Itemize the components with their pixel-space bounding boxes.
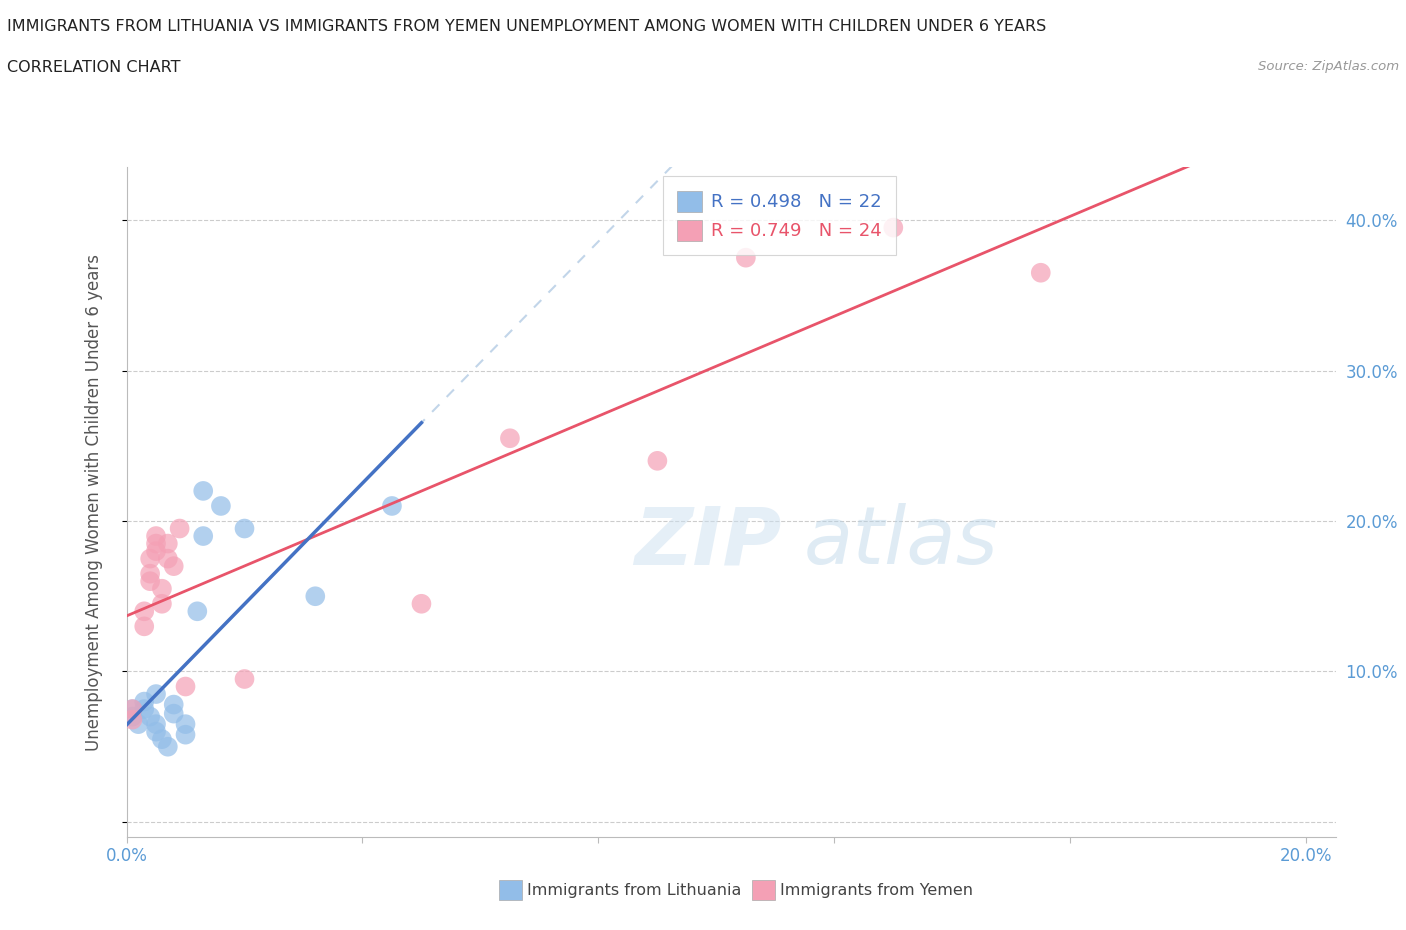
Point bbox=[209, 498, 232, 513]
Point bbox=[150, 732, 173, 747]
Point bbox=[139, 566, 162, 581]
Legend: R = 0.498   N = 22, R = 0.749   N = 24: R = 0.498 N = 22, R = 0.749 N = 24 bbox=[662, 177, 897, 255]
Point bbox=[150, 596, 173, 611]
Point bbox=[411, 596, 433, 611]
Point bbox=[139, 551, 162, 566]
Point bbox=[734, 250, 756, 265]
Point bbox=[156, 536, 179, 551]
Text: IMMIGRANTS FROM LITHUANIA VS IMMIGRANTS FROM YEMEN UNEMPLOYMENT AMONG WOMEN WITH: IMMIGRANTS FROM LITHUANIA VS IMMIGRANTS … bbox=[7, 19, 1046, 33]
Point bbox=[193, 484, 215, 498]
Point bbox=[121, 710, 143, 724]
Point bbox=[145, 686, 167, 701]
Point bbox=[163, 559, 186, 574]
Point bbox=[647, 454, 669, 469]
Point bbox=[121, 712, 143, 727]
Point bbox=[134, 618, 156, 633]
Point bbox=[145, 544, 167, 559]
Point bbox=[145, 717, 167, 732]
Text: Immigrants from Yemen: Immigrants from Yemen bbox=[780, 884, 973, 898]
Point bbox=[304, 589, 326, 604]
Point bbox=[134, 694, 156, 709]
Point bbox=[163, 698, 186, 712]
Point bbox=[169, 521, 191, 536]
Point bbox=[193, 528, 215, 543]
Point bbox=[499, 431, 522, 445]
Point bbox=[186, 604, 208, 618]
Text: ZIP: ZIP bbox=[634, 503, 782, 581]
Point bbox=[145, 528, 167, 543]
Point bbox=[134, 701, 156, 716]
Point bbox=[233, 671, 256, 686]
Point bbox=[139, 710, 162, 724]
Point bbox=[139, 574, 162, 589]
Point bbox=[145, 724, 167, 739]
Point bbox=[1029, 265, 1052, 280]
Point bbox=[381, 498, 404, 513]
Text: Source: ZipAtlas.com: Source: ZipAtlas.com bbox=[1258, 60, 1399, 73]
Point bbox=[174, 679, 197, 694]
Point bbox=[134, 604, 156, 618]
Point bbox=[127, 717, 149, 732]
Point bbox=[174, 717, 197, 732]
Point bbox=[121, 701, 143, 716]
Text: Immigrants from Lithuania: Immigrants from Lithuania bbox=[527, 884, 741, 898]
Point bbox=[145, 536, 167, 551]
Point bbox=[174, 727, 197, 742]
Point bbox=[156, 551, 179, 566]
Point bbox=[121, 701, 143, 716]
Point bbox=[150, 581, 173, 596]
Point bbox=[163, 706, 186, 721]
Y-axis label: Unemployment Among Women with Children Under 6 years: Unemployment Among Women with Children U… bbox=[84, 254, 103, 751]
Text: atlas: atlas bbox=[804, 503, 998, 581]
Point bbox=[156, 739, 179, 754]
Point bbox=[882, 220, 904, 235]
Text: CORRELATION CHART: CORRELATION CHART bbox=[7, 60, 180, 75]
Point bbox=[233, 521, 256, 536]
